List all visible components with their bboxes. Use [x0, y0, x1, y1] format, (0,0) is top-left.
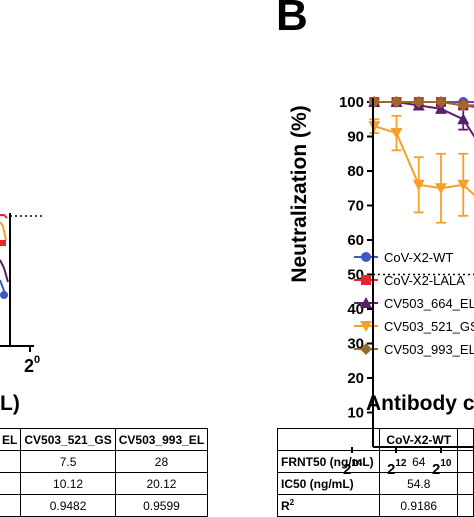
- series-cv503-521-gs: [368, 114, 474, 224]
- table-header-cell-empty: [457, 428, 474, 451]
- legend-item: CoV-X2-LALA: [354, 273, 465, 288]
- series-cv503-664-el: [368, 96, 474, 138]
- data-point: [390, 128, 403, 140]
- data-point: [457, 113, 470, 125]
- table-row: IC50 (ng/mL) 54.8: [276, 472, 474, 495]
- table-header-cell: CV503_521_GS: [20, 428, 116, 451]
- panel-b-table: CoV-X2-WT FRNT50 (ng/mL) 64 IC50 (ng/mL)…: [276, 428, 474, 517]
- r-squared-sup: 2: [289, 498, 295, 507]
- table-row: FRNT50 (ng/mL) 64: [276, 450, 474, 473]
- panel-a-curve-red: [0, 214, 8, 219]
- y-tick-label: 100: [339, 94, 364, 111]
- legend: CoV-X2-WT CoV-X2-LALA CV503_664_EL CV503_52…: [354, 250, 474, 357]
- table-row-label: IC50 (ng/mL): [276, 472, 381, 495]
- table-cell: 20.12: [114, 472, 209, 495]
- table-header-row: CoV-X2-WT: [276, 428, 474, 451]
- table-cell: 7.5: [20, 450, 116, 473]
- x-axis-label: Antibody co: [366, 392, 474, 415]
- table-header-cell: CoV-X2-WT: [379, 428, 459, 451]
- y-axis-label: Neutralization (%): [288, 105, 311, 282]
- data-point: [457, 179, 470, 191]
- table-cell-empty: [457, 450, 474, 473]
- panel-a-xlabel: L): [0, 392, 20, 415]
- table-cell: 0.9186: [379, 494, 459, 517]
- panel-a-x-tick-label: 20: [24, 354, 40, 376]
- table-cell: 28: [114, 450, 209, 473]
- table-header-cell: EL: [0, 428, 22, 451]
- y-tick-label: 70: [347, 198, 364, 215]
- table-row: 10.12 20.12: [0, 472, 209, 495]
- table-cell: [0, 494, 22, 517]
- legend-label: CV503_664_EL: [384, 296, 474, 311]
- data-point: [390, 96, 403, 108]
- legend-label: CV503_993_EL: [384, 342, 474, 357]
- legend-marker: [360, 321, 372, 332]
- data-point: [435, 96, 447, 108]
- data-point: [435, 102, 447, 114]
- data-point: [368, 96, 381, 108]
- y-tick-label: 20: [347, 370, 364, 387]
- table-row: 7.5 28: [0, 450, 209, 473]
- y-tick-label: 40: [347, 301, 364, 318]
- table-cell: 64: [379, 450, 459, 473]
- y-tick-label: 10: [347, 405, 364, 422]
- legend-item: CV503_521_GS: [354, 319, 474, 334]
- panel-a-point: [0, 291, 8, 299]
- table-header-row: EL CV503_521_GS CV503_993_EL: [0, 428, 209, 451]
- y-tick-label: 60: [347, 232, 364, 249]
- table-cell: 0.9599: [114, 494, 209, 517]
- series-cv503-993-el: [368, 96, 474, 112]
- panel-a-point: [0, 240, 6, 246]
- table-row: 0.9482 0.9599: [0, 494, 209, 517]
- table-row: R2 0.9186: [276, 494, 474, 517]
- table-header-cell: [276, 428, 381, 451]
- y-tick-label: 80: [347, 163, 364, 180]
- panel-a-plot: 20 L): [0, 213, 42, 415]
- table-cell: 0.9482: [20, 494, 116, 517]
- r-squared-label: R: [281, 499, 290, 513]
- data-point: [435, 183, 447, 195]
- panel-a-table: EL CV503_521_GS CV503_993_EL 7.5 28 10.1…: [0, 428, 209, 517]
- table-cell: 10.12: [20, 472, 116, 495]
- panel-b-plot: Neutralization (%) 102030405060708090100…: [288, 94, 474, 474]
- data-point: [412, 96, 425, 108]
- table-cell: [0, 472, 22, 495]
- legend-marker: [360, 297, 372, 308]
- table-cell-empty: [457, 472, 474, 495]
- data-point: [412, 179, 425, 191]
- legend-label: CoV-X2-LALA: [384, 273, 465, 288]
- table-cell: 54.8: [379, 472, 459, 495]
- legend-label: CoV-X2-WT: [384, 250, 453, 265]
- y-tick-label: 90: [347, 129, 364, 146]
- series-layer: [368, 96, 474, 224]
- table-cell-empty: [457, 494, 474, 517]
- legend-marker: [360, 343, 372, 355]
- data-point: [457, 99, 470, 112]
- table-cell: [0, 450, 22, 473]
- table-row-label: FRNT50 (ng/mL): [276, 450, 381, 473]
- panel-a-curve-purple: [0, 259, 9, 283]
- legend-marker: [361, 275, 371, 285]
- table-header-cell: CV503_993_EL: [114, 428, 209, 451]
- panel-a-curve-orange: [0, 221, 7, 241]
- legend-item: CoV-X2-WT: [354, 250, 453, 265]
- legend-label: CV503_521_GS: [384, 319, 474, 334]
- series-line: [373, 125, 474, 197]
- data-point: [368, 121, 381, 133]
- panel-b-letter: B: [276, 0, 308, 40]
- legend-marker: [361, 252, 371, 262]
- figure-canvas: 20 L) Neutralization (%) 102030405060708…: [0, 94, 474, 474]
- table-row-label: R2: [276, 494, 381, 517]
